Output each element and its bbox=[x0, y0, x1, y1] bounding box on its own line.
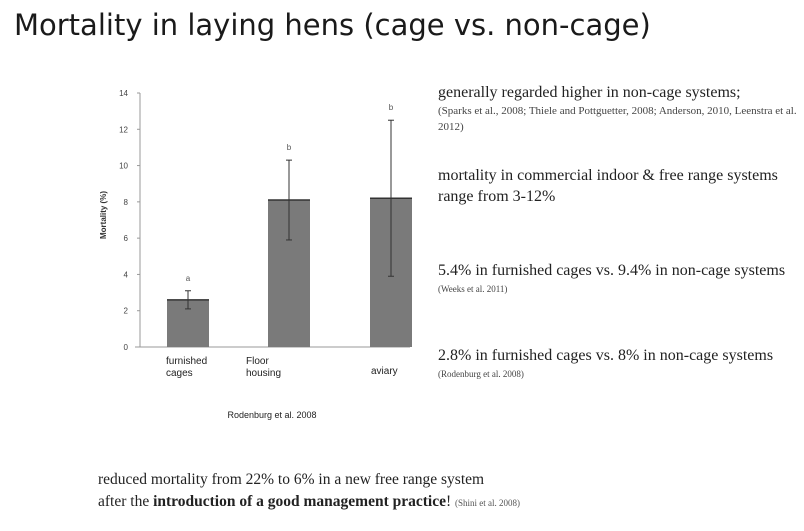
note-citation: (Rodenburg et al. 2008) bbox=[438, 369, 524, 379]
y-tick-label: 12 bbox=[119, 125, 128, 134]
significance-letter: b bbox=[389, 103, 394, 112]
footer: reduced mortality from 22% to 6% in a ne… bbox=[98, 469, 520, 514]
x-tick-label: Floor housing bbox=[246, 356, 282, 379]
significance-letter: a bbox=[186, 274, 191, 283]
y-tick-label: 2 bbox=[124, 307, 129, 316]
note-text: 2.8% in furnished cages vs. 8% in non-ca… bbox=[438, 347, 774, 364]
note: generally regarded higher in non-cage sy… bbox=[438, 82, 798, 135]
x-tick-label: aviary bbox=[371, 366, 398, 377]
y-tick-label: 10 bbox=[119, 162, 128, 171]
note: mortality in commercial indoor & free ra… bbox=[438, 165, 783, 207]
y-tick-label: 0 bbox=[124, 343, 129, 352]
slide-title: Mortality in laying hens (cage vs. non-c… bbox=[14, 8, 651, 42]
x-tick-label: furnished cages bbox=[166, 356, 208, 379]
footer-bold: introduction of a good management practi… bbox=[153, 493, 446, 510]
chart-source: Rodenburg et al. 2008 bbox=[227, 410, 316, 420]
y-tick-label: 4 bbox=[124, 270, 129, 279]
footer-citation: (Shini et al. 2008) bbox=[455, 498, 521, 508]
error-bar bbox=[185, 290, 191, 310]
error-bar bbox=[286, 159, 292, 241]
y-tick-label: 6 bbox=[124, 234, 129, 243]
significance-letter: b bbox=[287, 143, 292, 152]
note-text: mortality in commercial indoor & free ra… bbox=[438, 167, 778, 205]
footer-line: reduced mortality from 22% to 6% in a ne… bbox=[98, 471, 485, 488]
y-axis-label: Mortality (%) bbox=[99, 191, 108, 239]
footer-text: ! bbox=[445, 493, 452, 510]
note-citation: (Sparks et al., 2008; Thiele and Pottgue… bbox=[438, 105, 797, 133]
footer-text: after the bbox=[98, 493, 150, 510]
note: 2.8% in furnished cages vs. 8% in non-ca… bbox=[438, 345, 783, 382]
note: 5.4% in furnished cages vs. 9.4% in non-… bbox=[438, 260, 788, 297]
y-tick-label: 8 bbox=[124, 198, 129, 207]
note-citation: (Weeks et al. 2011) bbox=[438, 284, 508, 294]
note-text: generally regarded higher in non-cage sy… bbox=[438, 84, 741, 101]
y-tick-label: 14 bbox=[119, 89, 128, 98]
error-bar bbox=[388, 119, 394, 277]
footer-line: after the introduction of a good managem… bbox=[98, 491, 520, 514]
note-text: 5.4% in furnished cages vs. 9.4% in non-… bbox=[438, 262, 786, 279]
